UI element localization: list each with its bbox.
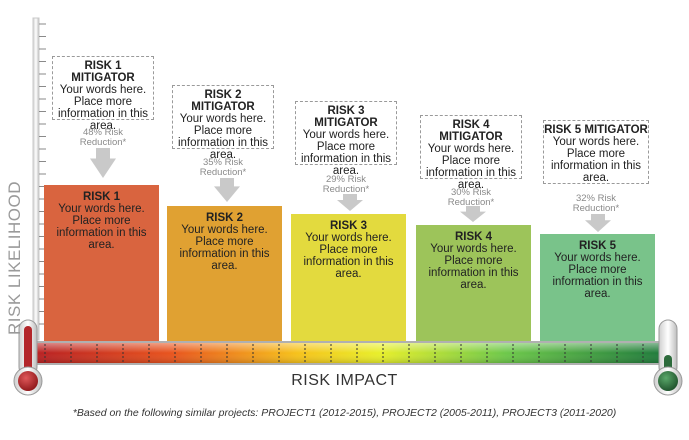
- risk-title: RISK 1: [82, 191, 121, 203]
- reduction-label-5: 32% Risk Reduction*: [572, 193, 620, 214]
- mitigator-box-4: RISK 4 MITIGATOR Your words here. Place …: [420, 115, 522, 191]
- risk-body: Your words here. Place more information …: [303, 232, 394, 280]
- mitigator-title: RISK 3 MITIGATOR: [314, 105, 378, 129]
- mitigator-title: RISK 2 MITIGATOR: [191, 89, 255, 113]
- down-arrow-icon: [337, 194, 363, 211]
- reduction-label-3: 29% Risk Reduction*: [322, 174, 370, 195]
- risk-body: Your words here. Place more information …: [179, 224, 270, 272]
- down-arrow-icon: [90, 148, 116, 178]
- mitigator-body: Your words here. Place more information …: [57, 84, 149, 132]
- down-arrow-icon: [460, 206, 486, 222]
- mitigator-title: RISK 4 MITIGATOR: [439, 119, 503, 143]
- thermometer-hot-icon: [13, 319, 43, 396]
- down-arrow-icon: [214, 178, 240, 202]
- risk-body: Your words here. Place more information …: [428, 243, 519, 291]
- likelihood-scale: [32, 17, 46, 341]
- risk-title: RISK 2: [205, 212, 244, 224]
- thermometer-cool-icon: [653, 319, 683, 396]
- mitigator-box-2: RISK 2 MITIGATOR Your words here. Place …: [172, 85, 274, 161]
- mitigator-body: Your words here. Place more information …: [550, 136, 642, 184]
- footnote: *Based on the following similar projects…: [72, 407, 617, 419]
- mitigator-body: Your words here. Place more information …: [300, 129, 392, 177]
- risk-bar-1: RISK 1 Your words here. Place more infor…: [44, 185, 159, 341]
- risk-body: Your words here. Place more information …: [56, 203, 147, 251]
- heat-bar: [30, 341, 666, 365]
- reduction-label-4: 30% Risk Reduction*: [447, 187, 495, 208]
- mitigator-title: RISK 1 MITIGATOR: [71, 60, 135, 84]
- reduction-label-2: 35% Risk Reduction*: [199, 157, 247, 178]
- x-axis-label: RISK IMPACT: [291, 372, 398, 389]
- mitigator-body: Your words here. Place more information …: [177, 113, 269, 161]
- mitigator-box-3: RISK 3 MITIGATOR Your words here. Place …: [295, 101, 397, 177]
- risk-body: Your words here. Place more information …: [552, 252, 643, 300]
- risk-title: RISK 5: [578, 240, 617, 252]
- mitigator-body: Your words here. Place more information …: [425, 143, 517, 191]
- reduction-arrows: [90, 148, 611, 232]
- risk-bar-5: RISK 5 Your words here. Place more infor…: [540, 234, 655, 341]
- mitigator-box-1: RISK 1 MITIGATOR Your words here. Place …: [52, 56, 154, 132]
- risk-title: RISK 3: [329, 220, 368, 232]
- risk-title: RISK 4: [454, 231, 493, 243]
- risk-bar-3: RISK 3 Your words here. Place more infor…: [291, 214, 406, 341]
- down-arrow-icon: [585, 214, 611, 232]
- risk-bar-2: RISK 2 Your words here. Place more infor…: [167, 206, 282, 341]
- mitigator-title: RISK 5 MITIGATOR: [544, 124, 648, 136]
- mitigator-box-5: RISK 5 MITIGATOR Your words here. Place …: [543, 120, 649, 184]
- reduction-label-1: 48% Risk Reduction*: [79, 127, 127, 148]
- risk-bar-4: RISK 4 Your words here. Place more infor…: [416, 225, 531, 341]
